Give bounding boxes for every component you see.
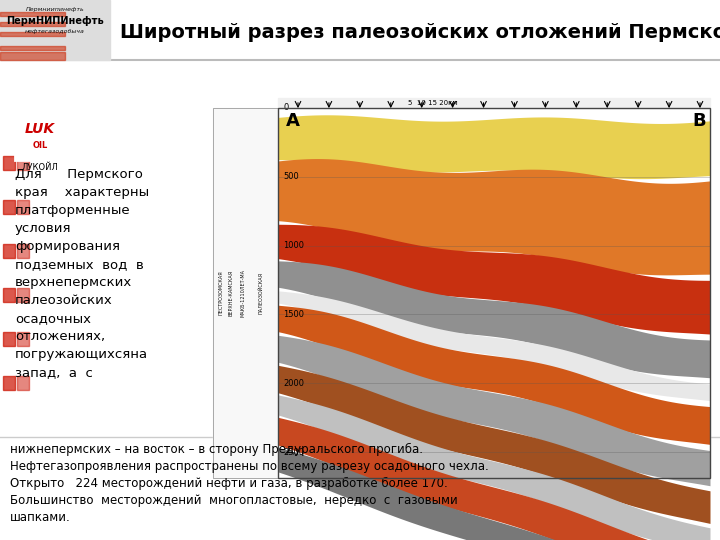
- Text: 1500: 1500: [283, 310, 304, 319]
- Bar: [0, 437, 720, 540]
- Bar: [3, 156, 15, 170]
- Text: осадочных: осадочных: [15, 312, 91, 325]
- Text: условия: условия: [15, 222, 71, 235]
- Text: 0: 0: [283, 104, 288, 112]
- Text: LUK: LUK: [25, 122, 55, 136]
- Text: погружающихсяна: погружающихсяна: [15, 348, 148, 361]
- Text: платформенные: платформенные: [15, 204, 130, 217]
- Bar: [15, 110, 65, 160]
- Text: 1000: 1000: [283, 241, 304, 250]
- Bar: [0, 60, 720, 437]
- Bar: [17, 200, 29, 214]
- Bar: [3, 200, 15, 214]
- Bar: [17, 288, 29, 302]
- Bar: [3, 332, 15, 346]
- Text: 500: 500: [283, 172, 299, 181]
- Text: ВЕРХНЕ-КАМСКАЯ: ВЕРХНЕ-КАМСКАЯ: [228, 270, 233, 316]
- Text: Пермниипинефть: Пермниипинефть: [26, 8, 84, 12]
- Text: OIL: OIL: [32, 140, 48, 150]
- Text: ПАЛЕОЗОЙСКАЯ: ПАЛЕОЗОЙСКАЯ: [258, 272, 264, 314]
- Bar: [0, 32, 65, 36]
- Text: Нефтегазопроявления распространены по всему разрезу осадочного чехла.: Нефтегазопроявления распространены по вс…: [10, 460, 489, 473]
- Text: Большинство  месторождений  многопластовые,  нередко  с  газовыми: Большинство месторождений многопластовые…: [10, 494, 458, 507]
- Bar: [3, 288, 15, 302]
- Text: ЛУКОЙЛ: ЛУКОЙЛ: [22, 164, 58, 172]
- Text: запад,  а  с: запад, а с: [15, 366, 93, 379]
- Text: МАКБ-1210ЛЕТ-МА: МАКБ-1210ЛЕТ-МА: [240, 269, 246, 317]
- Text: В: В: [693, 112, 706, 130]
- Bar: [17, 376, 29, 390]
- Text: Открыто   224 месторождений нефти и газа, в разработке более 170.: Открыто 224 месторождений нефти и газа, …: [10, 477, 448, 490]
- Text: отложениях,: отложениях,: [15, 330, 105, 343]
- Text: формирования: формирования: [15, 240, 120, 253]
- Bar: [0, 22, 65, 26]
- Text: 2000: 2000: [283, 379, 304, 388]
- Text: подземных  вод  в: подземных вод в: [15, 258, 144, 271]
- Bar: [0, 0, 110, 60]
- Bar: [17, 156, 29, 170]
- Bar: [0, 12, 65, 16]
- Bar: [278, 98, 710, 108]
- Text: нефтегазодобыча: нефтегазодобыча: [25, 30, 85, 35]
- Text: 2500: 2500: [283, 448, 304, 457]
- Bar: [278, 108, 710, 478]
- Bar: [3, 376, 15, 390]
- Text: Для      Пермского: Для Пермского: [15, 168, 143, 181]
- Bar: [17, 332, 29, 346]
- Bar: [0, 0, 720, 60]
- Text: А: А: [286, 112, 300, 130]
- Text: палеозойских: палеозойских: [15, 294, 113, 307]
- Bar: [0, 52, 65, 60]
- Bar: [0, 46, 65, 50]
- Bar: [213, 108, 278, 478]
- Bar: [213, 108, 278, 478]
- Text: шапками.: шапками.: [10, 511, 71, 524]
- Text: 5  10 15 20км: 5 10 15 20км: [408, 100, 457, 106]
- Text: ПермНИПИнефть: ПермНИПИнефть: [6, 16, 104, 26]
- Text: Широтный разрез палеозойских отложений Пермского края: Широтный разрез палеозойских отложений П…: [120, 23, 720, 42]
- Text: нижнепермских – на восток – в сторону Предуральского прогиба.: нижнепермских – на восток – в сторону Пр…: [10, 443, 423, 456]
- Text: верхнепермских: верхнепермских: [15, 276, 132, 289]
- Bar: [278, 108, 710, 478]
- Bar: [19, 114, 61, 156]
- Bar: [3, 244, 15, 258]
- Text: ПЕСТРОЗОМСКАЯ: ПЕСТРОЗОМСКАЯ: [218, 271, 223, 315]
- Bar: [17, 244, 29, 258]
- Text: края    характерны: края характерны: [15, 186, 149, 199]
